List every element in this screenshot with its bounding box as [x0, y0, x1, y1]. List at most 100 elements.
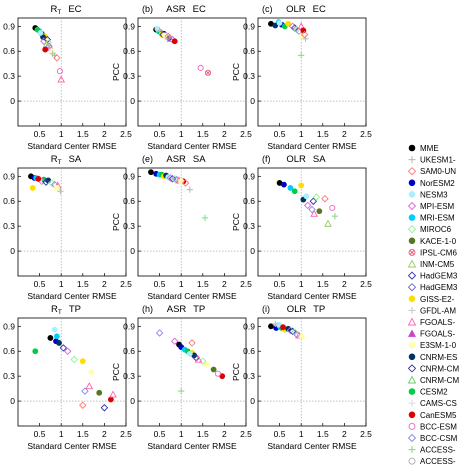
data-point: [88, 369, 95, 375]
legend-label: CAMS-CS: [420, 399, 457, 408]
y-tick-label: 0.6: [3, 196, 15, 206]
marker-shape: [308, 205, 316, 214]
marker-shape: [285, 20, 292, 27]
title-region: SA: [69, 154, 82, 165]
x-tick-label: 2.5: [120, 429, 132, 439]
x-tick-label: 1: [59, 129, 64, 139]
y-tick-label: 0.6: [3, 346, 15, 356]
legend-entry: HadGEM3: [407, 283, 458, 292]
marker-shape: [148, 169, 154, 176]
marker-shape: [286, 326, 295, 335]
legend-label: BCC-CSM: [420, 434, 458, 443]
marker-shape: [109, 390, 117, 398]
data-point: [286, 326, 295, 335]
panel-title-text: RT SA: [51, 154, 82, 166]
legend-marker: [408, 306, 416, 314]
legend-entry: CNRM-ES: [408, 353, 457, 362]
chart-panel-5: 0.5 1 1.5 2 2.5 0.9 0.6 0.3 0 Standard Center RMS…: [111, 154, 252, 301]
marker-shape: [181, 179, 190, 187]
marker-shape: [281, 181, 287, 188]
legend-marker: [407, 329, 417, 337]
panel-title: (b) ASR EC: [142, 4, 206, 15]
panel-title-text: OLR SA: [286, 154, 326, 165]
x-tick-label: 0.5: [34, 429, 46, 439]
y-tick-label: 0.6: [123, 196, 135, 206]
marker-shape: [272, 22, 279, 29]
y-tick-label: 0.3: [123, 71, 135, 81]
marker-shape: [408, 191, 416, 198]
x-tick-label: 1: [179, 429, 184, 439]
data-point: [181, 179, 190, 187]
marker-shape: [408, 295, 416, 303]
y-tick-label: 0: [250, 96, 255, 106]
y-axis-label: PCC: [231, 213, 241, 231]
chart-panel-3: 0.5 1 1.5 2 2.5 0.9 0.6 0.3 0 Standard Center RMS…: [231, 4, 372, 151]
y-tick-label: 0.3: [123, 371, 135, 381]
x-tick-label: 2: [342, 129, 347, 139]
legend: MME UKESM1- SAM0-UN NorESM2 NESM3 MPI-ESM MRI-…: [407, 144, 459, 466]
data-point: [53, 54, 61, 62]
marker-shape: [88, 369, 95, 375]
data-point: [316, 208, 323, 215]
x-tick-label: 0.5: [154, 279, 166, 289]
data-point: [291, 188, 298, 195]
panel-title-text: ASR SA: [166, 154, 206, 165]
marker-shape: [407, 364, 417, 373]
y-tick-label: 0.9: [243, 321, 255, 331]
x-tick-label: 2: [222, 279, 227, 289]
marker-shape: [170, 337, 179, 345]
x-tick-label: 2: [342, 429, 347, 439]
marker-shape: [407, 167, 417, 176]
marker-shape: [407, 329, 417, 337]
data-point: [47, 335, 54, 341]
legend-marker: [408, 341, 416, 349]
data-point: [166, 174, 175, 182]
legend-label: HadGEM3: [420, 283, 458, 292]
data-point: [276, 20, 283, 26]
panel-label: (h): [142, 304, 153, 314]
legend-entry: CanESM5: [408, 411, 457, 420]
legend-marker: [407, 259, 417, 268]
marker-shape: [96, 389, 103, 396]
marker-shape: [155, 329, 164, 337]
x-axis-label: Standard Center RMSE: [267, 291, 357, 301]
legend-entry: ACCESS-: [408, 457, 456, 466]
panel-title-text: ASR TP: [167, 304, 206, 315]
marker-shape: [194, 355, 203, 363]
data-point: [32, 348, 39, 355]
data-point: [59, 344, 68, 352]
y-tick-label: 0: [130, 246, 135, 256]
marker-shape: [197, 64, 204, 71]
legend-entry: FGOALS-: [407, 317, 455, 327]
title-main: OLR: [287, 304, 307, 315]
data-point: [288, 327, 297, 336]
data-point: [42, 178, 50, 186]
y-tick-label: 0.3: [243, 221, 255, 231]
legend-marker: [408, 248, 416, 256]
y-axis-label: PCC: [111, 213, 121, 231]
legend-label: GISS-E2-: [420, 295, 455, 304]
y-tick-label: 0: [10, 396, 15, 406]
x-tick-label: 2.5: [240, 429, 252, 439]
legend-label: MME: [420, 144, 439, 153]
title-subscript: T: [58, 309, 62, 316]
marker-shape: [32, 348, 39, 355]
x-tick-label: 1: [299, 129, 304, 139]
legend-label: NESM3: [420, 190, 448, 199]
y-tick-label: 0.3: [123, 221, 135, 231]
legend-marker: [407, 364, 417, 373]
x-axis-label: Standard Center RMSE: [147, 441, 237, 451]
x-tick-label: 0.5: [154, 129, 166, 139]
legend-marker: [408, 237, 416, 245]
x-tick-label: 1: [179, 129, 184, 139]
panel-label: (b): [142, 4, 153, 14]
marker-shape: [56, 340, 62, 346]
data-point: [48, 48, 55, 55]
marker-shape: [79, 358, 86, 365]
x-tick-label: 2.5: [360, 279, 372, 289]
y-tick-label: 0.6: [243, 46, 255, 56]
plot-frame: [257, 317, 367, 427]
data-point: [155, 329, 164, 337]
legend-entry: E3SM-1-0: [408, 341, 457, 350]
marker-shape: [63, 347, 72, 355]
